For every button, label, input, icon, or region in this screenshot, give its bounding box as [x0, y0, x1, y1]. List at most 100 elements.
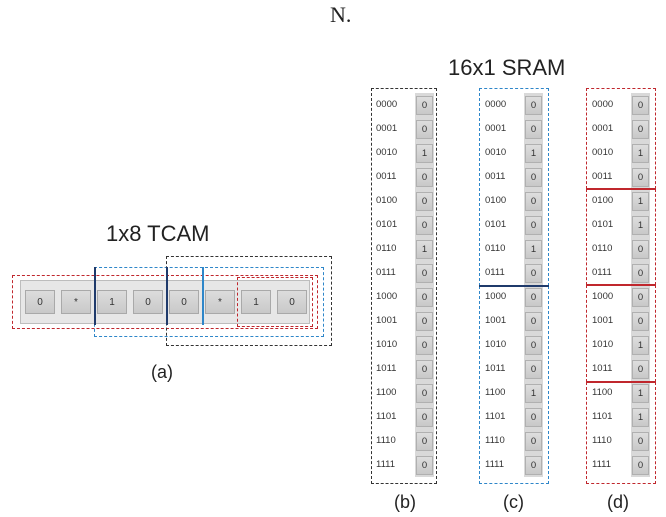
sram-bit: 0: [416, 312, 433, 331]
sram-bit: 1: [632, 192, 649, 211]
tcam-cell: *: [205, 290, 235, 314]
sram-address: 0010: [592, 147, 614, 158]
sram-bit: 0: [525, 360, 542, 379]
sram-address: 1100: [485, 387, 506, 398]
sram-bit: 0: [632, 456, 649, 475]
sram-address: 1100: [592, 387, 613, 398]
sram-bit: 1: [632, 216, 649, 235]
sram-row: 0000 0: [592, 95, 652, 115]
sram-row: 0011 0: [592, 167, 652, 187]
sram-address: 0110: [485, 243, 506, 254]
sram-address: 0101: [376, 219, 398, 230]
sram-c-caption: (c): [503, 492, 524, 512]
sram-address: 0001: [485, 123, 507, 134]
sram-bit: 0: [632, 96, 649, 115]
sram-row: 1110 0: [485, 431, 545, 451]
sram-row: 1101 0: [376, 407, 436, 427]
sram-address: 0100: [485, 195, 507, 206]
sram-row: 0111 0: [485, 263, 545, 283]
sram-bit: 0: [525, 408, 542, 427]
sram-address: 1101: [376, 411, 397, 422]
sram-address: 0011: [485, 171, 506, 182]
sram-row: 1110 0: [592, 431, 652, 451]
sram-row: 1010 0: [485, 335, 545, 355]
sram-row: 1000 0: [485, 287, 545, 307]
tcam-separator-right: [202, 267, 204, 325]
sram-address: 1001: [485, 315, 507, 326]
sram-address: 1000: [485, 291, 507, 302]
sram-row: 1111 0: [592, 455, 652, 475]
sram-row: 1101 0: [485, 407, 545, 427]
sram-address: 0000: [592, 99, 614, 110]
sram-bit: 0: [416, 408, 433, 427]
sram-bit: 1: [632, 408, 649, 427]
sram-b-caption: (b): [394, 492, 416, 512]
sram-row: 1100 0: [376, 383, 436, 403]
sram-address: 0001: [376, 123, 398, 134]
tcam-separator-left: [94, 267, 96, 325]
sram-row: 0111 0: [592, 263, 652, 283]
sram-title: 16x1 SRAM: [448, 55, 566, 80]
sram-row: 0001 0: [485, 119, 545, 139]
sram-bit: 1: [525, 144, 542, 163]
sram-row: 0000 0: [376, 95, 436, 115]
sram-bit: 0: [525, 432, 542, 451]
tcam-cell: 1: [241, 290, 271, 314]
sram-address: 1001: [592, 315, 614, 326]
sram-bit: 0: [525, 336, 542, 355]
sram-address: 0111: [485, 267, 505, 278]
sram-address: 1011: [485, 363, 506, 374]
sram-bit: 0: [416, 264, 433, 283]
sram-d-group-4: [586, 382, 656, 484]
sram-bit: 0: [632, 120, 649, 139]
sram-address: 1001: [376, 315, 398, 326]
sram-address: 1110: [592, 435, 612, 446]
sram-bit: 1: [416, 144, 433, 163]
sram-address: 0000: [376, 99, 398, 110]
sram-row: 1100 1: [592, 383, 652, 403]
sram-row: 0010 1: [592, 143, 652, 163]
sram-row: 0010 1: [485, 143, 545, 163]
sram-bit: 0: [416, 216, 433, 235]
sram-address: 0010: [485, 147, 507, 158]
sram-bit: 0: [416, 336, 433, 355]
tcam-cell: 0: [133, 290, 163, 314]
sram-bit: 0: [416, 120, 433, 139]
tcam-cell: *: [61, 290, 91, 314]
sram-row: 1000 0: [592, 287, 652, 307]
sram-address: 0100: [376, 195, 398, 206]
sram-row: 1101 1: [592, 407, 652, 427]
sram-row: 0001 0: [592, 119, 652, 139]
sram-address: 0001: [592, 123, 614, 134]
sram-d-caption: (d): [607, 492, 629, 512]
sram-address: 0101: [592, 219, 614, 230]
sram-row: 0100 1: [592, 191, 652, 211]
sram-bit: 0: [416, 432, 433, 451]
sram-c-group-bottom: [479, 286, 549, 484]
sram-bit: 0: [525, 264, 542, 283]
sram-c-divider: [479, 285, 549, 287]
sram-row: 0101 0: [485, 215, 545, 235]
sram-row: 1001 0: [592, 311, 652, 331]
sram-bit: 0: [525, 96, 542, 115]
sram-b-group: [371, 88, 437, 484]
sram-d-divider-3: [586, 381, 656, 383]
sram-row: 1000 0: [376, 287, 436, 307]
sram-address: 1111: [485, 459, 505, 470]
sram-c-group-top: [479, 88, 549, 286]
sram-address: 0110: [592, 243, 613, 254]
sram-bit: 0: [525, 288, 542, 307]
sram-bit-strip: [415, 93, 434, 477]
sram-bit: 1: [525, 384, 542, 403]
sram-address: 1010: [592, 339, 614, 350]
sram-bit: 1: [632, 384, 649, 403]
sram-address: 1011: [592, 363, 613, 374]
sram-bit: 1: [416, 240, 433, 259]
tcam-separator-mid: [166, 267, 168, 325]
sram-d-group-3: [586, 285, 656, 382]
sram-row: 1010 1: [592, 335, 652, 355]
sram-address: 0100: [592, 195, 614, 206]
sram-address: 1101: [592, 411, 613, 422]
sram-d-divider-1: [586, 188, 656, 190]
sram-address: 0111: [592, 267, 612, 278]
